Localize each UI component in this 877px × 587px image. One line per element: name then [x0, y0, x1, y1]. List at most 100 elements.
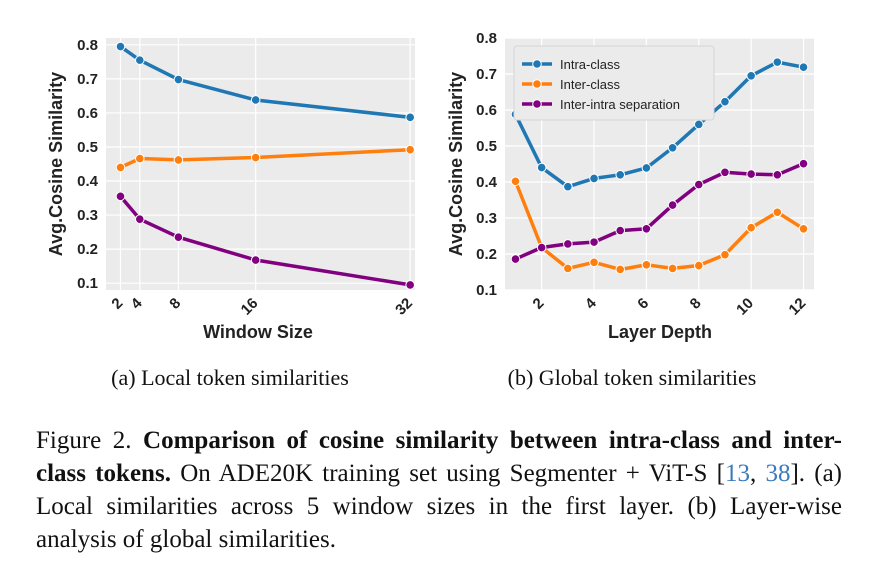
- y-axis-title: Avg.Cosine Similarity: [46, 72, 66, 256]
- series-layer: [510, 57, 809, 275]
- legend-box: [513, 45, 715, 121]
- x-axis-title: Layer Depth: [608, 322, 712, 342]
- x-tick-label: 32: [392, 295, 416, 319]
- legend-marker-inter: [532, 79, 542, 89]
- data-point-sep: [173, 232, 184, 243]
- y-tick-label: 0.6: [476, 102, 497, 119]
- y-tick-label: 0.1: [476, 282, 497, 299]
- data-point-inter: [615, 264, 626, 275]
- data-point-sep: [563, 239, 573, 249]
- y-tick-label: 0.2: [77, 241, 98, 258]
- data-point-intra: [536, 162, 547, 173]
- data-point-inter: [772, 207, 783, 218]
- caption-label: Figure 2.: [36, 427, 132, 454]
- x-tick-label: 8: [166, 295, 184, 313]
- data-point-inter: [250, 152, 261, 163]
- data-point-inter: [134, 153, 145, 164]
- x-tick-label: 4: [128, 294, 146, 312]
- legend: Intra-class Inter-class Inter-intra separa…: [513, 45, 715, 121]
- x-tick-label: 2: [530, 295, 548, 313]
- y-tick-label: 0.5: [476, 138, 497, 155]
- y-tick-label: 0.2: [476, 246, 497, 263]
- y-tick-label: 0.5: [77, 139, 98, 156]
- x-tick-labels: 2 4 6 8 10 12: [530, 294, 810, 318]
- caption-text-1: On ADE20K training set using Segmenter +…: [180, 460, 725, 487]
- data-point-intra: [589, 173, 599, 184]
- data-point-intra: [693, 119, 704, 130]
- data-point-inter: [720, 249, 730, 260]
- y-tick-label: 0.3: [476, 210, 497, 227]
- data-point-sep: [772, 170, 783, 180]
- y-tick-label: 0.4: [476, 174, 498, 191]
- data-point-sep: [134, 214, 145, 224]
- data-point-sep: [746, 169, 756, 179]
- x-tick-label: 16: [238, 295, 262, 319]
- data-point-intra: [615, 170, 626, 180]
- y-tick-label: 0.4: [77, 173, 99, 190]
- y-tick-label: 0.3: [77, 207, 98, 224]
- data-point-intra: [405, 112, 415, 123]
- y-tick-labels: 0.8 0.7 0.6 0.5 0.4 0.3 0.2 0.1: [77, 37, 99, 292]
- citation-link-13[interactable]: 13: [724, 460, 750, 487]
- figure-caption: Figure 2. Comparison of cosine similarit…: [36, 424, 842, 556]
- legend-label-intra: Intra-class: [560, 57, 620, 72]
- caption-sep: ,: [749, 460, 766, 487]
- data-point-inter: [746, 222, 756, 233]
- series-line-intra: [513, 60, 804, 189]
- y-tick-label: 0.8: [476, 30, 497, 47]
- data-point-intra: [250, 95, 261, 105]
- chart-local-similarities: 0.8 0.7 0.6 0.5 0.4 0.3 0.2 0.1 2 4 8 16 32 Window …: [46, 37, 416, 390]
- data-point-inter: [667, 263, 678, 274]
- series-line-inter: [513, 180, 805, 272]
- data-point-sep: [510, 254, 521, 264]
- data-point-inter: [589, 257, 599, 268]
- subcaption-a: (a) Local token similarities: [111, 365, 349, 390]
- data-point-intra: [746, 71, 756, 81]
- data-point-inter: [693, 260, 704, 271]
- x-axis-title: Window Size: [203, 322, 313, 342]
- x-tick-label: 4: [582, 294, 600, 312]
- x-tick-label: 2: [108, 295, 126, 313]
- data-point-sep: [693, 179, 704, 190]
- y-tick-labels: 0.8 0.7 0.6 0.5 0.4 0.3 0.2 0.1: [476, 30, 498, 299]
- data-point-inter: [115, 162, 126, 173]
- data-point-intra: [720, 96, 730, 107]
- data-point-intra: [772, 57, 783, 67]
- y-tick-label: 0.8: [77, 37, 98, 54]
- series-layer: [115, 41, 415, 290]
- plot-area: [106, 38, 415, 290]
- caption-title: Comparison of cosine similarity between …: [36, 427, 842, 487]
- data-point-inter: [798, 224, 809, 234]
- data-point-inter: [641, 260, 652, 270]
- data-point-intra: [115, 41, 126, 52]
- y-tick-label: 0.7: [77, 71, 98, 88]
- y-tick-label: 0.7: [476, 66, 497, 83]
- data-point-intra: [798, 62, 809, 72]
- subcaption-b: (b) Global token similarities: [508, 365, 757, 390]
- chart-global-similarities: 0.8 0.7 0.6 0.5 0.4 0.3 0.2 0.1 2 4 6 8 10 12 Layer …: [446, 30, 814, 390]
- data-point-sep: [115, 191, 126, 202]
- data-point-sep: [536, 242, 547, 253]
- data-point-inter: [510, 176, 521, 187]
- y-axis-title: Avg.Cosine Similarity: [446, 72, 466, 256]
- legend-marker-sep: [532, 99, 542, 109]
- data-point-sep: [641, 224, 652, 234]
- data-point-sep: [589, 237, 599, 247]
- citation-link-38[interactable]: 38: [765, 460, 791, 487]
- caption-text-2: ]. (a) Local similarities across 5 windo…: [36, 460, 842, 553]
- legend-marker-intra: [532, 59, 542, 69]
- data-point-inter: [563, 263, 573, 274]
- x-tick-labels: 2 4 8 16 32: [108, 294, 416, 318]
- data-point-intra: [641, 163, 652, 173]
- y-tick-label: 0.6: [77, 105, 98, 122]
- data-point-inter: [173, 155, 184, 165]
- data-point-intra: [563, 181, 573, 192]
- data-point-inter: [405, 144, 415, 155]
- x-tick-label: 10: [733, 295, 757, 319]
- legend-label-inter: Inter-class: [560, 77, 620, 92]
- data-point-intra: [173, 74, 184, 85]
- data-point-intra: [134, 55, 145, 65]
- data-point-sep: [667, 200, 678, 210]
- x-tick-label: 8: [687, 295, 705, 313]
